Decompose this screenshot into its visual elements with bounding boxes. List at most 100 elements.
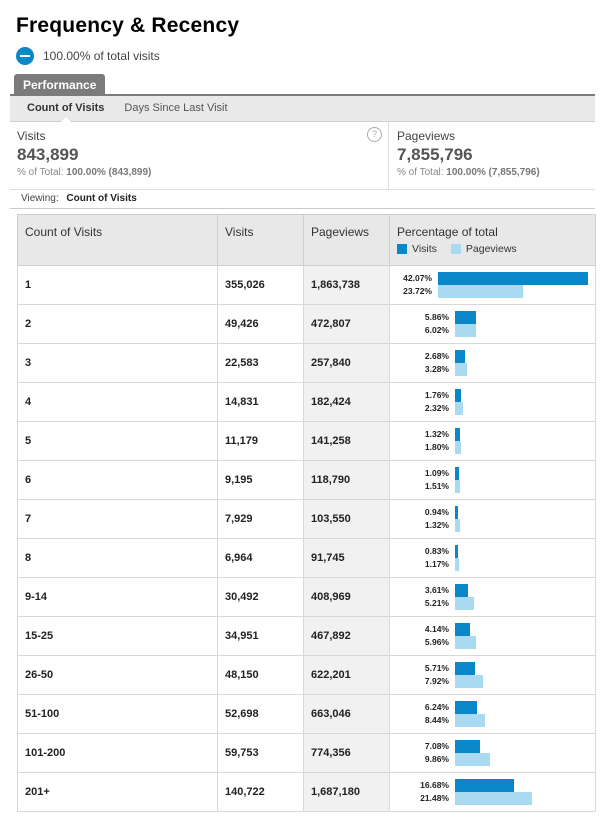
cell-pageviews: 141,258 bbox=[303, 421, 390, 461]
cell-pageviews: 472,807 bbox=[303, 304, 390, 344]
pct-pageviews: 9.86% bbox=[424, 754, 449, 764]
table-row[interactable]: 8 6,964 91,745 0.83% 1.17% bbox=[17, 538, 596, 578]
table-row[interactable]: 3 22,583 257,840 2.68% 3.28% bbox=[17, 343, 596, 383]
bar-pageviews bbox=[455, 675, 484, 688]
bar-visits bbox=[455, 662, 476, 675]
bar-visits bbox=[455, 779, 515, 792]
cell-count[interactable]: 3 bbox=[17, 343, 218, 383]
bar-visits bbox=[455, 740, 481, 753]
column-header-percentage[interactable]: Percentage of total Visits Pageviews bbox=[389, 214, 596, 266]
cell-count[interactable]: 2 bbox=[17, 304, 218, 344]
cell-pageviews: 1,863,738 bbox=[303, 265, 390, 305]
data-table: Count of Visits Visits Pageviews Percent… bbox=[17, 214, 596, 812]
pct-visits: 16.68% bbox=[420, 780, 449, 790]
column-header-visits[interactable]: Visits bbox=[217, 214, 304, 266]
bar-visits bbox=[455, 467, 459, 480]
table-row[interactable]: 9-14 30,492 408,969 3.61% 5.21% bbox=[17, 577, 596, 617]
column-header-pageviews[interactable]: Pageviews bbox=[303, 214, 390, 266]
cell-pageviews: 182,424 bbox=[303, 382, 390, 422]
tab-performance[interactable]: Performance bbox=[14, 74, 106, 96]
cell-count[interactable]: 101-200 bbox=[17, 733, 218, 773]
cell-visits: 59,753 bbox=[217, 733, 304, 773]
cell-visits: 14,831 bbox=[217, 382, 304, 422]
table-row[interactable]: 201+ 140,722 1,687,180 16.68% 21.48% bbox=[17, 772, 596, 812]
cell-count[interactable]: 7 bbox=[17, 499, 218, 539]
bar-pageviews bbox=[455, 753, 491, 766]
bar-pageviews bbox=[455, 441, 462, 454]
cell-count[interactable]: 4 bbox=[17, 382, 218, 422]
table-row[interactable]: 7 7,929 103,550 0.94% 1.32% bbox=[17, 499, 596, 539]
pct-pageviews: 3.28% bbox=[424, 364, 449, 374]
bar-visits bbox=[455, 506, 459, 519]
pct-visits: 1.09% bbox=[424, 468, 449, 478]
cell-count[interactable]: 201+ bbox=[17, 772, 218, 812]
pct-visits: 0.94% bbox=[424, 507, 449, 517]
viewing-value[interactable]: Count of Visits bbox=[66, 193, 137, 204]
table-row[interactable]: 1 355,026 1,863,738 42.07% 23.72% bbox=[17, 265, 596, 305]
pct-visits: 3.61% bbox=[424, 585, 449, 595]
table-row[interactable]: 101-200 59,753 774,356 7.08% 9.86% bbox=[17, 733, 596, 773]
segment-indicator[interactable]: 100.00% of total visits bbox=[16, 47, 160, 65]
cell-visits: 9,195 bbox=[217, 460, 304, 500]
table-row[interactable]: 2 49,426 472,807 5.86% 6.02% bbox=[17, 304, 596, 344]
summary-visits-total-value: 100.00% (843,899) bbox=[66, 167, 152, 178]
cell-pageviews: 663,046 bbox=[303, 694, 390, 734]
summary-visits-total-prefix: % of Total: bbox=[17, 167, 64, 178]
cell-percentage: 5.86% 6.02% bbox=[389, 304, 596, 344]
table-row[interactable]: 4 14,831 182,424 1.76% 2.32% bbox=[17, 382, 596, 422]
bar-visits bbox=[455, 428, 460, 441]
segment-pie-icon bbox=[16, 47, 34, 65]
cell-visits: 49,426 bbox=[217, 304, 304, 344]
help-icon[interactable]: ? bbox=[367, 127, 382, 142]
table-row[interactable]: 6 9,195 118,790 1.09% 1.51% bbox=[17, 460, 596, 500]
pct-visits: 6.24% bbox=[424, 702, 449, 712]
cell-count[interactable]: 6 bbox=[17, 460, 218, 500]
bar-visits bbox=[438, 272, 588, 285]
bar-pageviews bbox=[455, 558, 460, 571]
bar-pageviews bbox=[455, 597, 474, 610]
pct-visits: 5.71% bbox=[424, 663, 449, 673]
summary-visits-label: Visits bbox=[17, 129, 46, 143]
summary-metrics: Visits 843,899 % of Total: 100.00% (843,… bbox=[10, 122, 595, 190]
cell-percentage: 1.76% 2.32% bbox=[389, 382, 596, 422]
cell-pageviews: 408,969 bbox=[303, 577, 390, 617]
table-row[interactable]: 51-100 52,698 663,046 6.24% 8.44% bbox=[17, 694, 596, 734]
cell-count[interactable]: 5 bbox=[17, 421, 218, 461]
cell-count[interactable]: 51-100 bbox=[17, 694, 218, 734]
table-row[interactable]: 5 11,179 141,258 1.32% 1.80% bbox=[17, 421, 596, 461]
summary-pageviews-total: % of Total: 100.00% (7,855,796) bbox=[397, 167, 540, 178]
summary-visits-total: % of Total: 100.00% (843,899) bbox=[17, 167, 151, 178]
cell-percentage: 4.14% 5.96% bbox=[389, 616, 596, 656]
cell-percentage: 1.32% 1.80% bbox=[389, 421, 596, 461]
pct-pageviews: 8.44% bbox=[424, 715, 449, 725]
cell-percentage: 42.07% 23.72% bbox=[389, 265, 596, 305]
legend-visits-label: Visits bbox=[412, 243, 437, 255]
torn-edge bbox=[600, 0, 615, 832]
bar-visits bbox=[455, 623, 470, 636]
summary-visits-value: 843,899 bbox=[17, 145, 79, 164]
pct-pageviews: 6.02% bbox=[424, 325, 449, 335]
viewing-label: Viewing: bbox=[21, 193, 59, 204]
cell-count[interactable]: 1 bbox=[17, 265, 218, 305]
divider bbox=[10, 208, 595, 209]
cell-pageviews: 622,201 bbox=[303, 655, 390, 695]
cell-count[interactable]: 15-25 bbox=[17, 616, 218, 656]
cell-count[interactable]: 8 bbox=[17, 538, 218, 578]
legend-pageviews-swatch bbox=[450, 244, 461, 254]
pct-visits: 1.32% bbox=[424, 429, 449, 439]
cell-percentage: 7.08% 9.86% bbox=[389, 733, 596, 773]
cell-count[interactable]: 26-50 bbox=[17, 655, 218, 695]
pct-pageviews: 1.51% bbox=[424, 481, 449, 491]
cell-count[interactable]: 9-14 bbox=[17, 577, 218, 617]
cell-visits: 6,964 bbox=[217, 538, 304, 578]
subtab-days-since-last-visit[interactable]: Days Since Last Visit bbox=[124, 102, 228, 114]
cell-pageviews: 103,550 bbox=[303, 499, 390, 539]
table-row[interactable]: 15-25 34,951 467,892 4.14% 5.96% bbox=[17, 616, 596, 656]
bar-visits bbox=[455, 584, 468, 597]
column-header-count[interactable]: Count of Visits bbox=[17, 214, 218, 266]
subtab-count-of-visits[interactable]: Count of Visits bbox=[17, 96, 114, 122]
table-row[interactable]: 26-50 48,150 622,201 5.71% 7.92% bbox=[17, 655, 596, 695]
cell-pageviews: 118,790 bbox=[303, 460, 390, 500]
cell-visits: 30,492 bbox=[217, 577, 304, 617]
pct-pageviews: 7.92% bbox=[424, 676, 449, 686]
